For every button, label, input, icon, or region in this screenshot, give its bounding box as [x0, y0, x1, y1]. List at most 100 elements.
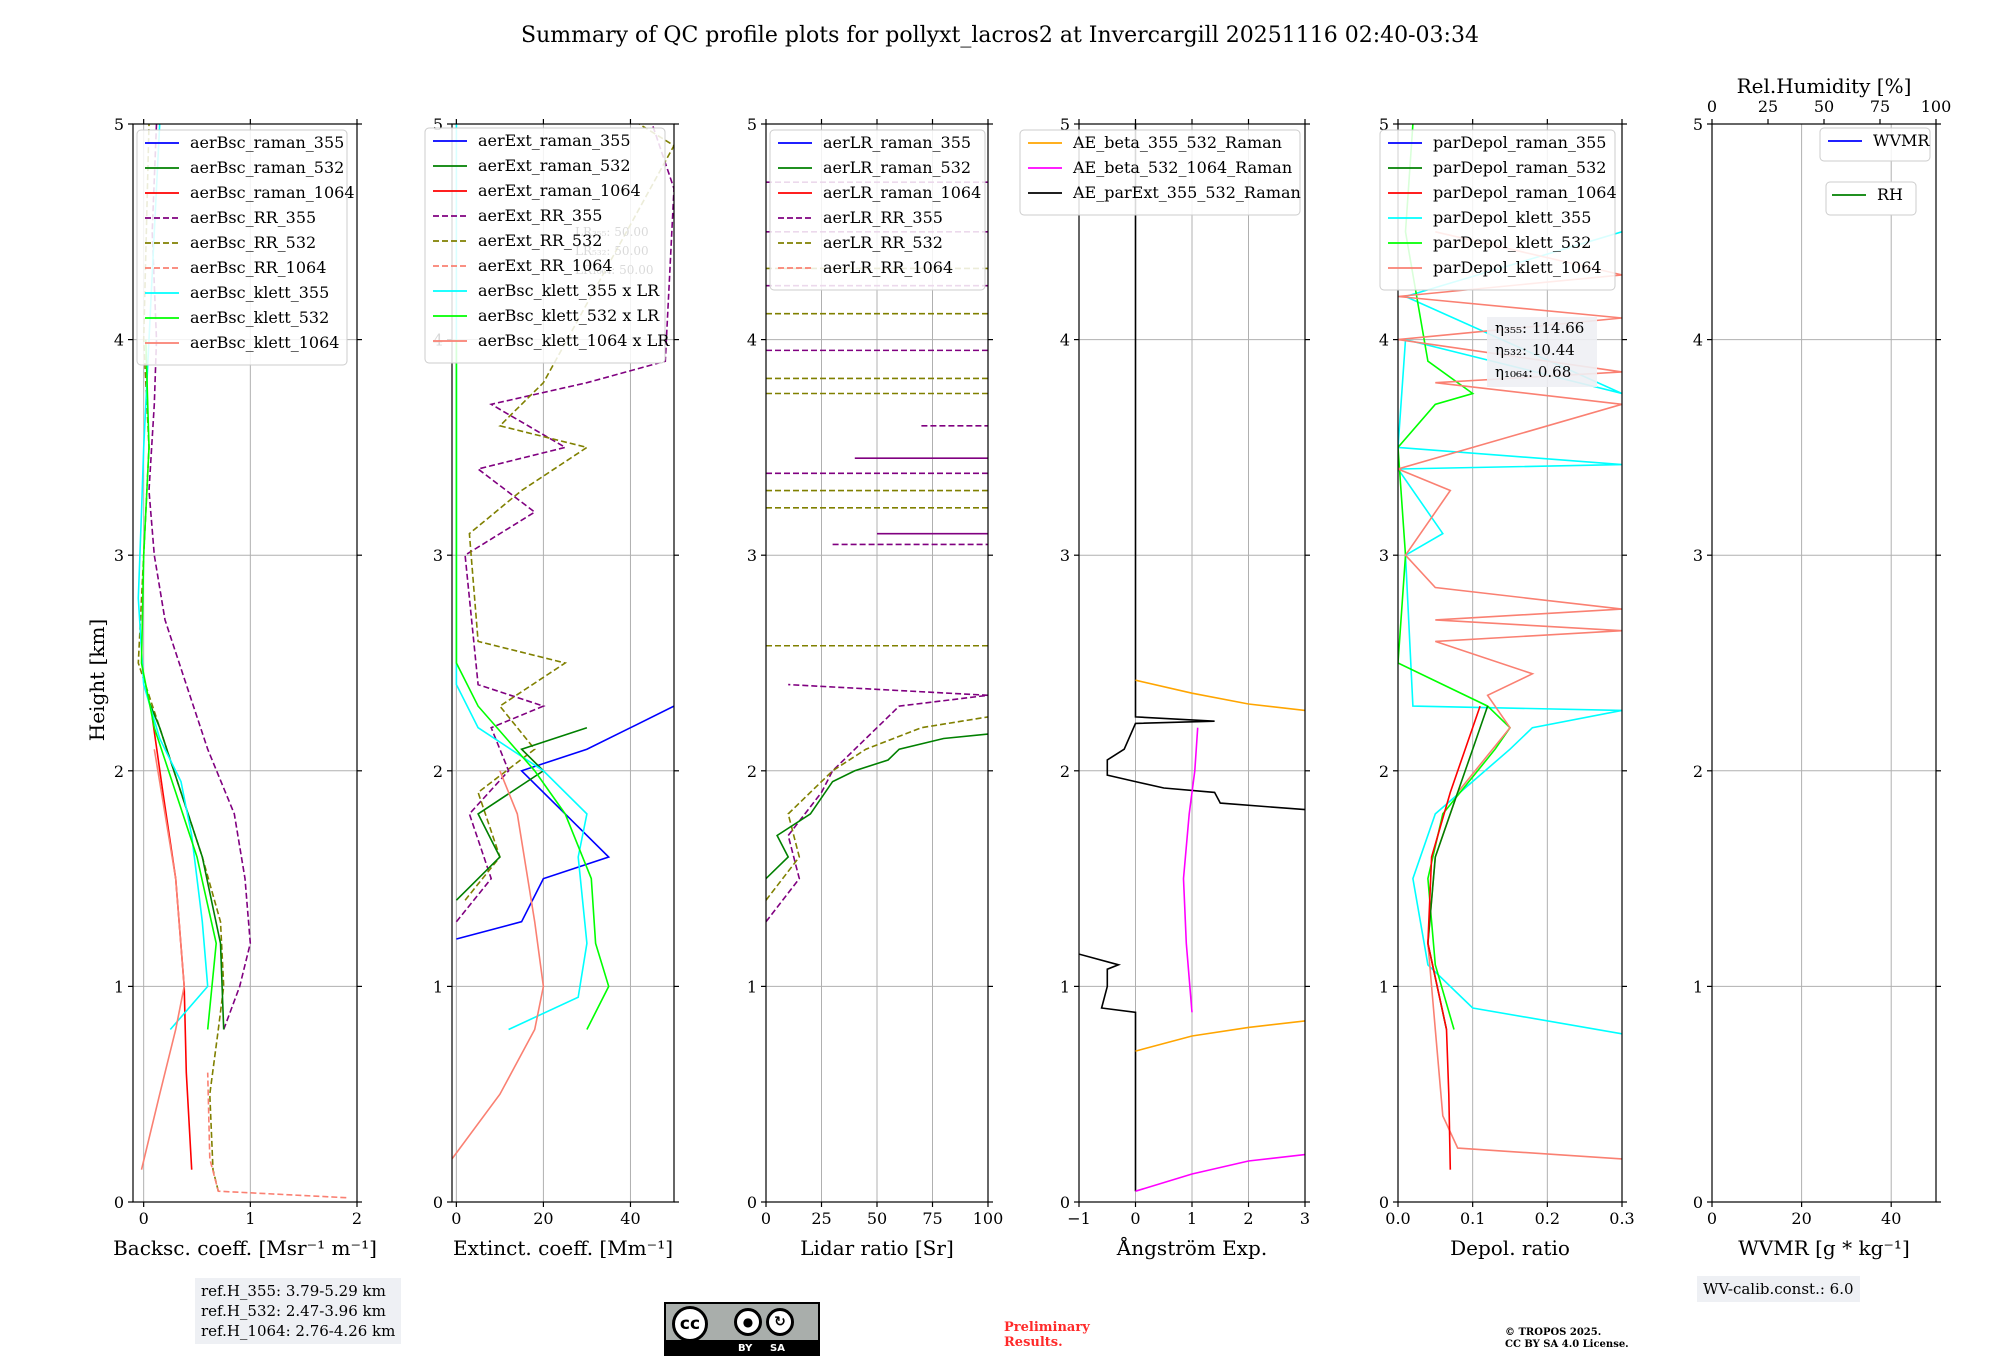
legend-box — [769, 129, 986, 291]
legend-box — [424, 127, 666, 364]
x-tick-label: 0.2 — [1535, 1209, 1560, 1228]
series-ae-beta-532-1064-raman — [1182, 727, 1199, 1013]
eta-box — [1487, 317, 1597, 387]
legend-label: aerExt_RR_355 — [478, 206, 602, 225]
y-tick-label: 3 — [747, 546, 757, 565]
reference-height-box: ref.H_355: 3.79-5.29 km ref.H_532: 2.47-… — [195, 1278, 402, 1344]
legend-label: aerBsc_raman_355 — [190, 133, 344, 152]
legend: WVMR RH — [1819, 127, 1931, 216]
series-pardepol-klett-355 — [1398, 231, 1622, 1035]
y-tick-label: 2 — [114, 762, 124, 781]
series-ae-beta-355-532-raman — [1135, 1020, 1305, 1052]
series-ae-parext-355-532-raman — [1079, 953, 1137, 1192]
legend-label: parDepol_raman_532 — [1433, 158, 1606, 177]
x-tick-label: 25 — [811, 1209, 831, 1228]
legend-label: AE_beta_355_532_Raman — [1072, 133, 1282, 152]
legend-label: aerLR_RR_532 — [823, 233, 943, 252]
cc-logo-bar — [666, 1340, 818, 1354]
legend-label: AE_beta_532_1064_Raman — [1072, 158, 1292, 177]
x-tick-label: 0 — [451, 1209, 461, 1228]
y-tick-label: 4 — [1693, 331, 1703, 350]
y-tick-label: 1 — [114, 977, 124, 996]
panel-data — [452, 124, 674, 1160]
figure-title: Summary of QC profile plots for pollyxt_… — [521, 23, 1479, 48]
x-tick-label: 3 — [1300, 1209, 1310, 1228]
refh-355: ref.H_355: 3.79-5.29 km — [201, 1282, 386, 1300]
panel-2: 02040012345Extinct. coeff. [Mm⁻¹]LR₃₅₅: … — [424, 115, 679, 1260]
eta-annotation: η₃₅₅: 114.66 — [1495, 319, 1584, 337]
x-tick-label: 0 — [761, 1209, 771, 1228]
x-tick-label: 75 — [922, 1209, 942, 1228]
series-aerext-rr-532 — [464, 124, 674, 901]
axes-frame — [1397, 123, 1623, 1203]
axes-frame — [1711, 123, 1937, 1203]
x2-tick-label: 100 — [1921, 97, 1952, 116]
y-tick-label: 5 — [1379, 115, 1389, 134]
y-tick-label: 3 — [1060, 546, 1070, 565]
legend-label: aerBsc_klett_355 x LR — [478, 281, 660, 300]
panel-data — [1079, 124, 1305, 1192]
series-aerlr-rr-532 — [766, 716, 988, 901]
legend-label: aerExt_RR_1064 — [478, 256, 613, 275]
series-aerbsc-klett-1064 — [140, 749, 186, 1170]
x-axis-label: Backsc. coeff. [Msr⁻¹ m⁻¹] — [113, 1236, 377, 1260]
y-tick-label: 0 — [1379, 1193, 1389, 1212]
y-tick-label: 0 — [747, 1193, 757, 1212]
x-tick-label: 2 — [1243, 1209, 1253, 1228]
x-tick-label: 20 — [1791, 1209, 1811, 1228]
x-tick-label: 2 — [352, 1209, 362, 1228]
legend-label: aerExt_raman_1064 — [478, 181, 641, 200]
eta-annotation: η₅₃₂: 10.44 — [1495, 341, 1575, 359]
legend: aerLR_raman_355 aerLR_raman_532 aerLR_rama… — [769, 129, 986, 291]
copyright-line-1: © TROPOS 2025. — [1505, 1327, 1602, 1338]
preliminary-line-2: Results. — [1004, 1335, 1063, 1350]
x-tick-label: 20 — [533, 1209, 553, 1228]
legend-label: aerLR_raman_355 — [823, 133, 971, 152]
legend: AE_beta_355_532_Raman AE_beta_532_1064_Ra… — [1019, 129, 1301, 216]
legend-label: WVMR — [1873, 131, 1930, 150]
y-tick-label: 4 — [747, 331, 757, 350]
x-tick-label: 0 — [139, 1209, 149, 1228]
x-tick-label: 40 — [620, 1209, 640, 1228]
x-tick-label: 0 — [1707, 1209, 1717, 1228]
series-aerbsc-klett-532-x-lr — [455, 339, 610, 1030]
legend-label: parDepol_raman_1064 — [1433, 183, 1617, 202]
y-tick-label: 2 — [433, 762, 443, 781]
panel-3: 0 25 50 75 100 0 1 2 3 4 5 Lidar ratio [Sr] aerLR_ra… — [747, 115, 1003, 1260]
legend-label: aerLR_raman_532 — [823, 158, 971, 177]
series-ae-parext-355-532-raman — [1106, 124, 1305, 811]
legend-label: AE_parExt_355_532_Raman — [1072, 183, 1301, 202]
y-tick-label: 5 — [1060, 115, 1070, 134]
y-tick-label: 5 — [747, 115, 757, 134]
legend-label: aerBsc_klett_1064 x LR — [478, 331, 670, 350]
y-tick-label: 2 — [1060, 762, 1070, 781]
refh-532: ref.H_532: 2.47-3.96 km — [201, 1302, 386, 1320]
series-aerbsc-klett-1064-x-lr — [452, 770, 545, 1160]
legend: parDepol_raman_355 parDepol_raman_532 parD… — [1379, 129, 1617, 291]
x-tick-label: 50 — [867, 1209, 887, 1228]
x-tick-label: −1 — [1067, 1209, 1091, 1228]
legend-box — [1019, 129, 1301, 216]
series-aerext-rr-355 — [455, 124, 674, 923]
y-tick-label: 4 — [1379, 331, 1389, 350]
refh-1064: ref.H_1064: 2.76-4.26 km — [201, 1322, 396, 1340]
preliminary-note: Preliminary Results. — [1004, 1320, 1090, 1350]
x-axis-label: Lidar ratio [Sr] — [800, 1236, 954, 1260]
x-tick-label: 0.1 — [1460, 1209, 1485, 1228]
series-pardepol-raman-532 — [1427, 705, 1489, 1030]
legend-label: aerLR_RR_1064 — [823, 258, 953, 277]
legend-label: parDepol_klett_532 — [1433, 233, 1591, 252]
copyright-note: © TROPOS 2025. CC BY SA 4.0 License. — [1505, 1327, 1629, 1351]
y-tick-label: 3 — [114, 546, 124, 565]
x-tick-label: 0.0 — [1385, 1209, 1410, 1228]
series-ae-beta-532-1064-raman — [1135, 1153, 1305, 1192]
x-tick-label: 1 — [245, 1209, 255, 1228]
x-axis-label: Ångström Exp. — [1116, 1235, 1267, 1260]
legend-label: aerBsc_RR_355 — [190, 208, 316, 227]
cc-license-logo: cc ● ↻ BY SA — [664, 1302, 820, 1356]
y-tick-label: 1 — [433, 977, 443, 996]
y-tick-label: 2 — [747, 762, 757, 781]
copyright-line-2: CC BY SA 4.0 License. — [1505, 1339, 1629, 1350]
